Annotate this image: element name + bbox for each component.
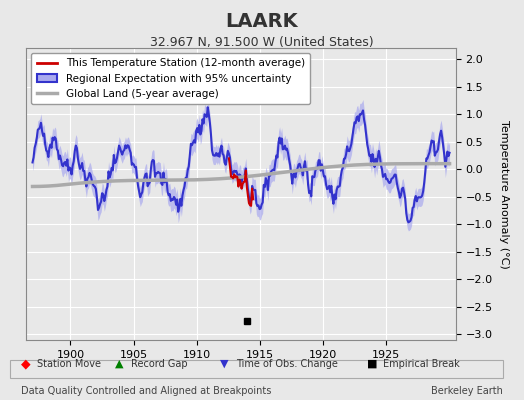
This Temperature Station (12-month average) xyxy=(248,204,254,208)
Line: Regional Expectation with 95% uncertainty: Regional Expectation with 95% uncertaint… xyxy=(32,107,450,222)
This Temperature Station (12-month average) xyxy=(247,203,253,208)
Text: ■: ■ xyxy=(367,359,377,369)
This Temperature Station (12-month average) xyxy=(226,156,232,161)
Regional Expectation with 95% uncertainty xyxy=(385,179,391,184)
This Temperature Station (12-month average) xyxy=(241,180,247,184)
Global Land (5-year average) xyxy=(29,184,36,189)
Text: ▼: ▼ xyxy=(220,359,228,369)
Text: Station Move: Station Move xyxy=(37,359,101,369)
This Temperature Station (12-month average) xyxy=(235,184,242,189)
Global Land (5-year average) xyxy=(438,161,444,166)
Text: Empirical Break: Empirical Break xyxy=(383,359,459,369)
This Temperature Station (12-month average) xyxy=(230,176,236,181)
Regional Expectation with 95% uncertainty xyxy=(405,220,411,225)
Regional Expectation with 95% uncertainty xyxy=(205,105,211,110)
Text: Record Gap: Record Gap xyxy=(131,359,188,369)
This Temperature Station (12-month average) xyxy=(245,193,251,198)
Global Land (5-year average) xyxy=(384,162,390,166)
This Temperature Station (12-month average) xyxy=(249,186,255,191)
Global Land (5-year average) xyxy=(446,161,453,166)
Regional Expectation with 95% uncertainty xyxy=(439,135,445,140)
Text: Data Quality Controlled and Aligned at Breakpoints: Data Quality Controlled and Aligned at B… xyxy=(21,386,271,396)
Regional Expectation with 95% uncertainty xyxy=(446,150,453,155)
Global Land (5-year average) xyxy=(330,164,336,169)
Regional Expectation with 95% uncertainty xyxy=(171,194,177,199)
This Temperature Station (12-month average) xyxy=(238,186,245,191)
Regional Expectation with 95% uncertainty xyxy=(331,192,337,197)
Global Land (5-year average) xyxy=(181,178,188,182)
This Temperature Station (12-month average) xyxy=(246,201,252,206)
This Temperature Station (12-month average) xyxy=(227,164,233,169)
This Temperature Station (12-month average) xyxy=(236,177,243,182)
This Temperature Station (12-month average) xyxy=(234,175,241,180)
Global Land (5-year average) xyxy=(57,183,63,188)
This Temperature Station (12-month average) xyxy=(244,184,250,189)
Line: Global Land (5-year average): Global Land (5-year average) xyxy=(32,164,450,186)
This Temperature Station (12-month average) xyxy=(228,174,234,179)
Regional Expectation with 95% uncertainty xyxy=(29,160,36,165)
This Temperature Station (12-month average) xyxy=(229,174,235,179)
This Temperature Station (12-month average) xyxy=(233,174,239,179)
Global Land (5-year average) xyxy=(430,161,436,166)
This Temperature Station (12-month average) xyxy=(242,179,248,184)
Text: ▲: ▲ xyxy=(115,359,124,369)
Text: Berkeley Earth: Berkeley Earth xyxy=(431,386,503,396)
Line: This Temperature Station (12-month average): This Temperature Station (12-month avera… xyxy=(229,158,253,206)
This Temperature Station (12-month average) xyxy=(232,175,238,180)
Text: LAARK: LAARK xyxy=(226,12,298,31)
This Temperature Station (12-month average) xyxy=(239,182,246,186)
Text: 32.967 N, 91.500 W (United States): 32.967 N, 91.500 W (United States) xyxy=(150,36,374,49)
Regional Expectation with 95% uncertainty xyxy=(57,153,63,158)
Legend: This Temperature Station (12-month average), Regional Expectation with 95% uncer: This Temperature Station (12-month avera… xyxy=(31,53,310,104)
This Temperature Station (12-month average) xyxy=(243,168,249,173)
Text: ◆: ◆ xyxy=(21,358,30,370)
Global Land (5-year average) xyxy=(171,178,177,182)
Regional Expectation with 95% uncertainty xyxy=(181,184,188,188)
This Temperature Station (12-month average) xyxy=(250,197,256,202)
This Temperature Station (12-month average) xyxy=(237,180,244,184)
This Temperature Station (12-month average) xyxy=(231,172,237,177)
Text: Time of Obs. Change: Time of Obs. Change xyxy=(236,359,337,369)
Y-axis label: Temperature Anomaly (°C): Temperature Anomaly (°C) xyxy=(499,120,509,268)
